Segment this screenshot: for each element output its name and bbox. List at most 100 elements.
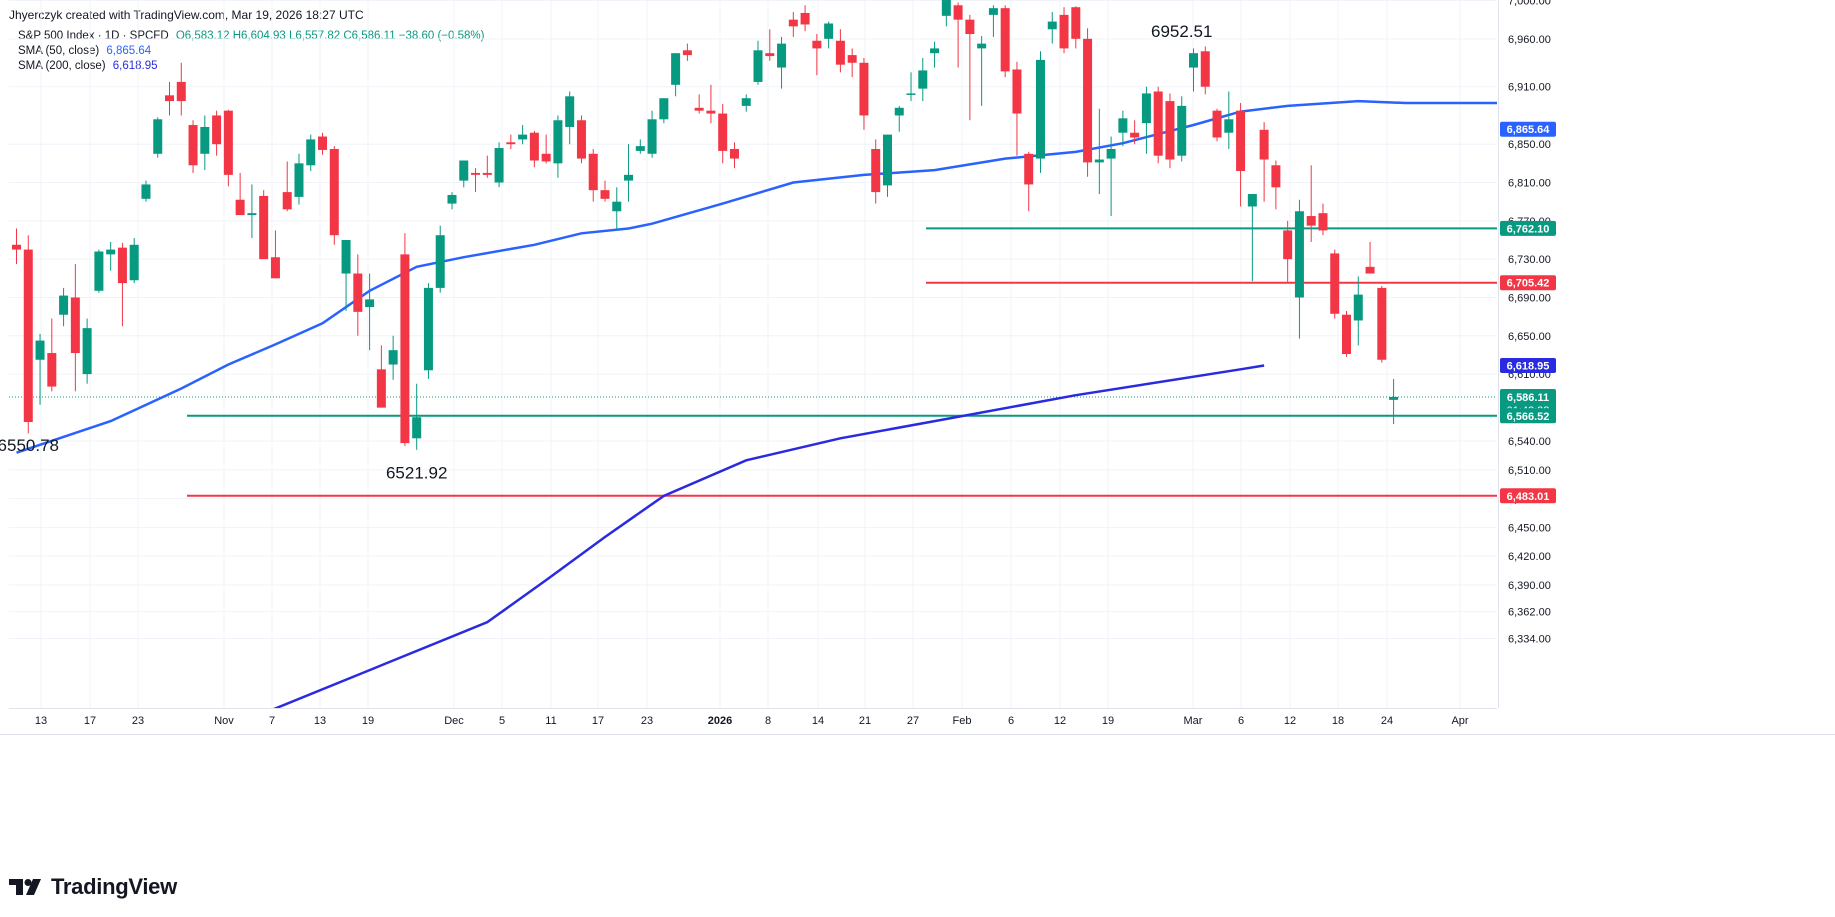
candle-body xyxy=(1200,51,1210,87)
level-6566-tag-bg xyxy=(1500,408,1556,424)
x-tick-label: 14 xyxy=(812,715,824,727)
candle-body xyxy=(588,153,598,191)
tradingview-logo[interactable]: TradingView xyxy=(9,874,177,900)
candle-body xyxy=(94,251,104,291)
candle-body xyxy=(659,98,669,120)
level-6566-tag-text: 6,566.52 xyxy=(1507,411,1550,423)
y-tick-label: 7,000.00 xyxy=(1508,0,1551,8)
candle-body xyxy=(918,70,928,89)
sma200-line xyxy=(273,364,1265,708)
candle-body xyxy=(612,201,622,212)
candle-body xyxy=(47,353,57,387)
candle-body xyxy=(12,244,21,250)
y-tick-label: 6,420.00 xyxy=(1508,551,1551,563)
sma200-price-tag: 6,618.95 xyxy=(1500,358,1556,374)
candle-body xyxy=(1330,253,1340,314)
candle-body xyxy=(882,134,892,186)
candle-body xyxy=(965,19,975,35)
x-tick-label: 21 xyxy=(859,715,871,727)
x-tick-label: 2026 xyxy=(708,715,732,727)
candle-body xyxy=(259,195,269,260)
y-tick-label: 6,690.00 xyxy=(1508,292,1551,304)
candle-body xyxy=(624,174,634,181)
candle-body xyxy=(1283,230,1293,260)
x-tick-label: 19 xyxy=(362,715,374,727)
candle-body xyxy=(729,148,739,159)
candle-body xyxy=(318,136,328,150)
candle-body xyxy=(1306,216,1316,226)
level-6483-tag: 6,483.01 xyxy=(1500,488,1556,504)
candle-body xyxy=(1247,194,1257,207)
candle-body xyxy=(471,172,481,175)
candle-body xyxy=(176,81,186,102)
candle-body xyxy=(459,160,469,181)
candle-body xyxy=(518,134,528,140)
candle-body xyxy=(435,235,445,288)
legend-sma200-row[interactable]: SMA (200, close) 6,618.95 xyxy=(18,60,158,72)
candle-body xyxy=(200,126,210,154)
level-6483-tag-text: 6,483.01 xyxy=(1507,491,1550,503)
sma200-price-tag-text: 6,618.95 xyxy=(1507,361,1550,373)
x-tick-label: 8 xyxy=(765,715,771,727)
sma50-price-tag-text: 6,865.64 xyxy=(1507,124,1551,136)
level-6566-tag: 6,566.52 xyxy=(1500,408,1556,424)
legend-sma50-row[interactable]: SMA (50, close) 6,865.64 xyxy=(18,45,151,57)
legend-sma50-label: SMA (50, close) xyxy=(18,45,100,57)
x-tick-label: 12 xyxy=(1054,715,1066,727)
candle-body xyxy=(553,120,563,164)
candle-body xyxy=(1294,211,1304,298)
candle-body xyxy=(753,50,763,82)
sma50-price-tag: 6,865.64 xyxy=(1500,121,1556,137)
level-6483-tag-bg xyxy=(1500,488,1556,504)
y-tick-label: 6,362.00 xyxy=(1508,607,1551,619)
candle-body xyxy=(165,95,175,102)
candle-body xyxy=(741,98,751,106)
candle-body xyxy=(294,163,304,197)
candle-body xyxy=(306,139,316,166)
level-6762-tag-text: 6,762.10 xyxy=(1507,223,1550,235)
y-tick-label: 6,510.00 xyxy=(1508,465,1551,477)
x-tick-label: 24 xyxy=(1381,715,1393,727)
legend-sma50-value: 6,865.64 xyxy=(106,45,152,57)
candle-body xyxy=(423,287,433,371)
candle-body xyxy=(930,48,940,54)
candle-body xyxy=(82,328,92,375)
x-tick-label: 23 xyxy=(641,715,653,727)
legend-sma200-label: SMA (200, close) xyxy=(18,60,106,72)
x-tick-label: 19 xyxy=(1102,715,1114,727)
y-tick-label: 6,960.00 xyxy=(1508,34,1551,46)
y-tick-label: 6,850.00 xyxy=(1508,139,1551,151)
grid-layer xyxy=(9,0,1497,708)
candle-body xyxy=(1035,59,1045,159)
x-tick-label: Feb xyxy=(953,715,972,727)
candle-body xyxy=(1342,314,1352,355)
candle-body xyxy=(871,148,881,193)
level-6705-tag: 6,705.42 xyxy=(1500,275,1556,291)
candle-body xyxy=(353,273,363,312)
candle-body xyxy=(788,19,798,27)
x-tick-label: 17 xyxy=(84,715,96,727)
price-annotation: 6521.92 xyxy=(386,464,447,483)
chart-credit: Jhyerczyk created with TradingView.com, … xyxy=(9,8,364,22)
candle-body xyxy=(1130,132,1140,138)
candle-body xyxy=(59,295,69,315)
x-tick-label: 7 xyxy=(269,715,275,727)
x-tick-label: 6 xyxy=(1238,715,1244,727)
level-6705-tag-text: 6,705.42 xyxy=(1507,278,1550,290)
candle-body xyxy=(1224,119,1234,133)
candle-body xyxy=(129,244,139,281)
x-tick-label: 13 xyxy=(35,715,47,727)
candle-body xyxy=(23,249,33,423)
candle-body xyxy=(835,40,845,65)
candle-body xyxy=(859,62,869,116)
y-tick-label: 6,390.00 xyxy=(1508,580,1551,592)
candle-body xyxy=(482,172,492,175)
candle-body xyxy=(977,43,987,49)
candle-body xyxy=(1177,105,1187,156)
candle-body xyxy=(282,192,292,210)
y-tick-label: 6,910.00 xyxy=(1508,82,1551,94)
candle-body xyxy=(576,120,586,159)
sma200-price-tag-bg xyxy=(1500,358,1556,374)
candle-body xyxy=(494,148,504,183)
